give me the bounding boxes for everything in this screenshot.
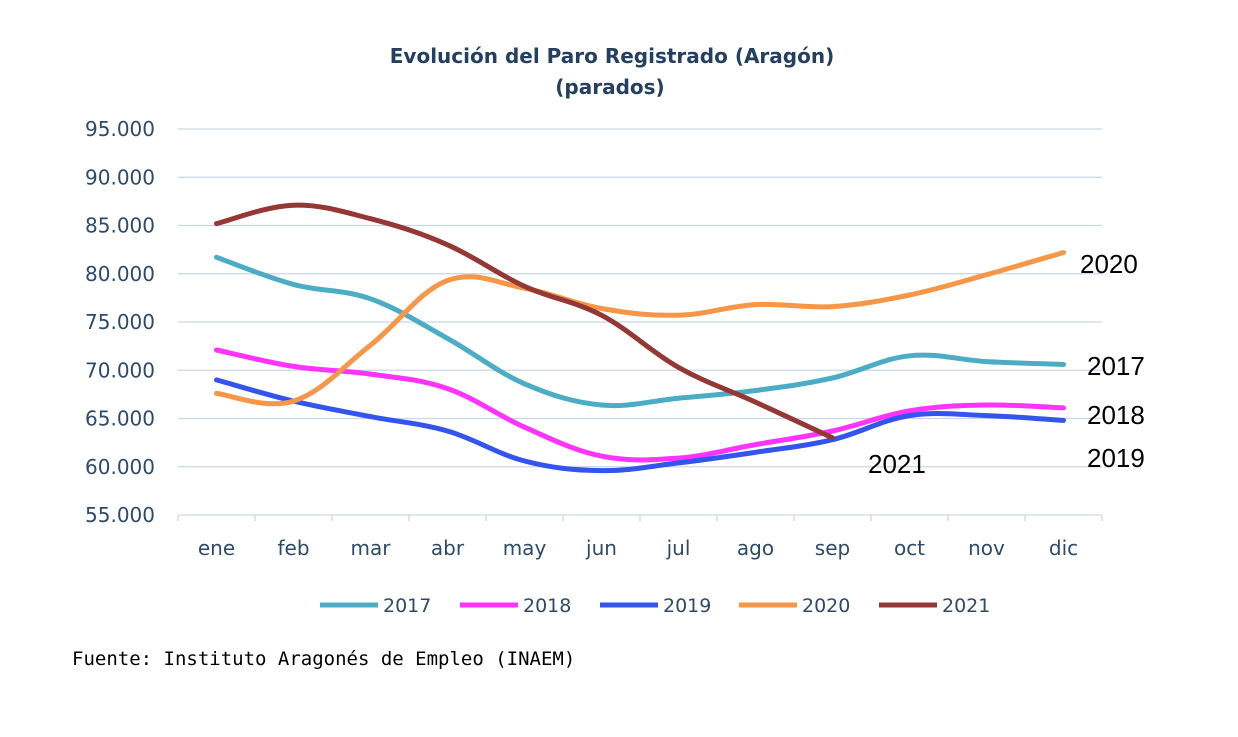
y-tick-label: 85.000 — [85, 214, 155, 238]
y-tick-label: 60.000 — [85, 455, 155, 479]
x-tick-label: dic — [1049, 536, 1078, 560]
x-tick-label: mar — [351, 536, 392, 560]
x-tick-label: may — [503, 536, 547, 560]
legend-label: 2021 — [942, 595, 990, 617]
chart-subtitle: (parados) — [555, 75, 664, 99]
y-tick-label: 70.000 — [85, 358, 155, 382]
x-tick-label: ene — [198, 536, 235, 560]
y-tick-label: 75.000 — [85, 310, 155, 334]
x-tick-label: jul — [666, 536, 691, 560]
x-tick-label: oct — [894, 536, 925, 560]
legend-item-2021: 2021 — [879, 595, 990, 617]
legend-label: 2018 — [523, 595, 571, 617]
x-axis-ticks: ene feb mar abr may jun jul ago sep oct nov dic — [198, 536, 1078, 560]
legend: 2017 2018 2019 2020 2021 — [320, 595, 990, 617]
x-tick-label: ago — [737, 536, 774, 560]
legend-item-2018: 2018 — [460, 595, 571, 617]
legend-label: 2020 — [802, 595, 850, 617]
end-label-2018: 2018 — [1087, 400, 1145, 430]
x-tick-label: abr — [431, 536, 465, 560]
y-tick-label: 90.000 — [85, 165, 155, 189]
legend-item-2020: 2020 — [739, 595, 850, 617]
legend-label: 2019 — [663, 595, 711, 617]
end-label-2017: 2017 — [1087, 351, 1145, 381]
y-tick-label: 80.000 — [85, 262, 155, 286]
legend-item-2017: 2017 — [320, 595, 431, 617]
x-tick-label: feb — [277, 536, 309, 560]
y-axis-ticks: 55.000 60.000 65.000 70.000 75.000 80.000 85.0… — [85, 117, 155, 527]
series-line-2019 — [214, 377, 1066, 474]
x-tick-label: sep — [815, 536, 850, 560]
legend-label: 2017 — [383, 595, 431, 617]
end-label-2021: 2021 — [868, 449, 926, 479]
source-note: Fuente: Instituto Aragonés de Empleo (IN… — [72, 648, 576, 670]
x-tick-label: jun — [585, 536, 617, 560]
legend-item-2019: 2019 — [600, 595, 711, 617]
series-lines — [214, 202, 1066, 474]
series-line-2017 — [214, 254, 1066, 409]
series-line-2021 — [214, 202, 835, 441]
series-end-labels: 2017 2018 2019 2020 2021 — [868, 249, 1145, 479]
end-label-2019: 2019 — [1087, 443, 1145, 473]
x-tick-label: nov — [968, 536, 1005, 560]
series-line-2020 — [214, 250, 1066, 407]
y-tick-label: 65.000 — [85, 407, 155, 431]
end-label-2020: 2020 — [1080, 249, 1138, 279]
chart-title: Evolución del Paro Registrado (Aragón) — [390, 44, 834, 68]
series-line-2018 — [214, 347, 1066, 463]
y-tick-label: 95.000 — [85, 117, 155, 141]
y-tick-label: 55.000 — [85, 503, 155, 527]
